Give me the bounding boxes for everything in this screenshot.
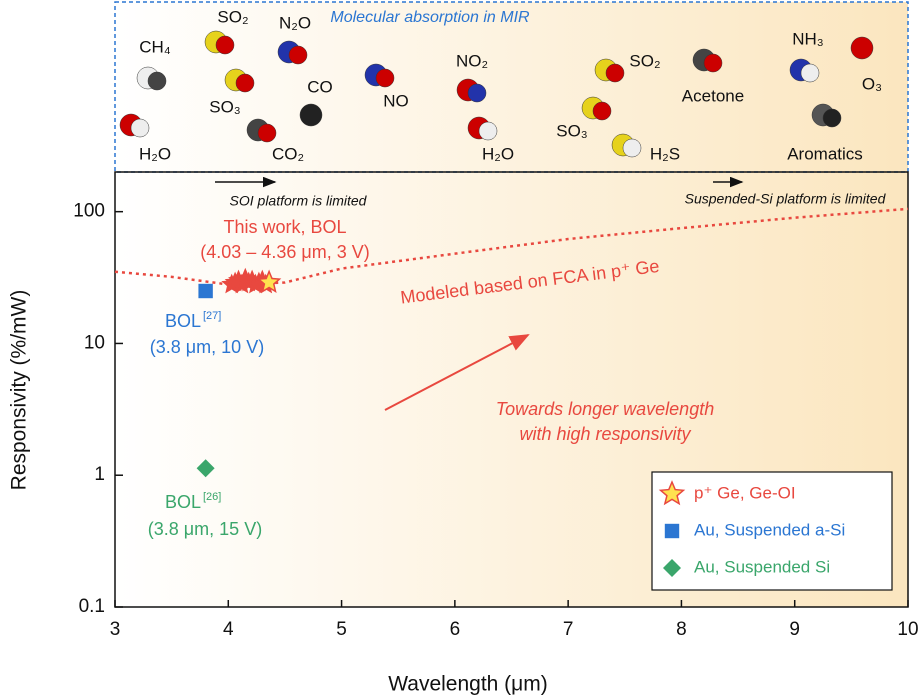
square-marker [198, 283, 213, 299]
molecule-atom [703, 53, 723, 73]
y-tick-label: 100 [73, 201, 105, 222]
molecule-atom [375, 68, 395, 88]
x-tick-label: 9 [789, 619, 800, 640]
molecule-label: SO₃ [209, 97, 241, 116]
y-tick-label: 10 [84, 332, 105, 353]
molecule-label: CO₂ [272, 144, 304, 163]
molecule-atom [822, 108, 842, 128]
y-axis-label: Responsivity (%/mW) [8, 290, 31, 491]
molecule-atom [215, 35, 235, 55]
x-tick-label: 4 [223, 619, 234, 640]
x-tick-label: 10 [897, 619, 918, 640]
molecule-label: NO [383, 91, 409, 110]
molecule-atom [147, 71, 167, 91]
molecule-label: H₂O [139, 144, 171, 163]
annotation: Suspended-Si platform is limited [685, 191, 887, 207]
annotation: BOL [165, 492, 201, 512]
annotation: (4.03 – 4.36 μm, 3 V) [200, 242, 369, 262]
annotation: [27] [203, 310, 221, 322]
molecule-atom [622, 138, 642, 158]
star-marker [256, 269, 282, 293]
molecule-atom [605, 63, 625, 83]
model-line [114, 207, 909, 286]
molecule-label: N₂O [279, 13, 311, 32]
molecule-atom [467, 83, 487, 103]
molecule-atom [288, 45, 308, 65]
panel-title: Molecular absorption in MIR [330, 9, 530, 26]
legend-box [651, 471, 893, 591]
x-tick-label: 7 [563, 619, 574, 640]
molecule-atom [130, 118, 150, 138]
molecule-label: CH₄ [139, 37, 171, 56]
star-marker [658, 480, 686, 506]
trend-arrow [384, 334, 530, 411]
annotation: (3.8 μm, 15 V) [148, 519, 262, 539]
x-axis-label: Wavelength (μm) [388, 673, 548, 696]
molecule-label: CO [307, 77, 333, 96]
annotation: with high responsivity [519, 424, 691, 444]
plot-frame [114, 171, 909, 608]
molecule-atom [850, 36, 874, 60]
molecule-atom [478, 121, 498, 141]
molecule-label: Acetone [682, 86, 744, 105]
molecule-atom [235, 73, 255, 93]
molecule-atom [800, 63, 820, 83]
legend-label: p⁺ Ge, Ge-OI [694, 483, 796, 502]
molecule-label: H₂S [650, 144, 680, 163]
legend-label: Au, Suspended a-Si [694, 520, 845, 539]
molecule-label: SO₂ [629, 51, 660, 70]
square-marker [664, 523, 680, 539]
annotation: Towards longer wavelength [496, 399, 714, 419]
molecule-label: SO₂ [217, 7, 248, 26]
annotation: This work, BOL [223, 217, 346, 237]
annotation: [26] [203, 491, 221, 503]
x-tick-label: 3 [110, 619, 121, 640]
x-tick-label: 8 [676, 619, 687, 640]
molecule-label: Aromatics [787, 144, 863, 163]
diamond-marker [196, 459, 215, 478]
annotation: BOL [165, 311, 201, 331]
x-tick-label: 6 [450, 619, 461, 640]
annotation: (3.8 μm, 10 V) [150, 337, 264, 357]
molecule-label: NO₂ [456, 51, 488, 70]
y-tick-label: 0.1 [79, 596, 105, 617]
molecule-label: O₃ [862, 74, 882, 93]
molecule-atom [592, 101, 612, 121]
molecule-label: NH₃ [792, 29, 823, 48]
molecule-atom [299, 103, 323, 127]
diamond-marker [663, 559, 681, 577]
molecule-label: H₂O [482, 144, 514, 163]
molecule-atom [257, 123, 277, 143]
annotation: SOI platform is limited [230, 193, 368, 209]
x-tick-label: 5 [336, 619, 347, 640]
legend-label: Au, Suspended Si [694, 557, 830, 576]
molecule-label: SO₃ [556, 121, 588, 140]
y-tick-label: 1 [94, 464, 105, 485]
